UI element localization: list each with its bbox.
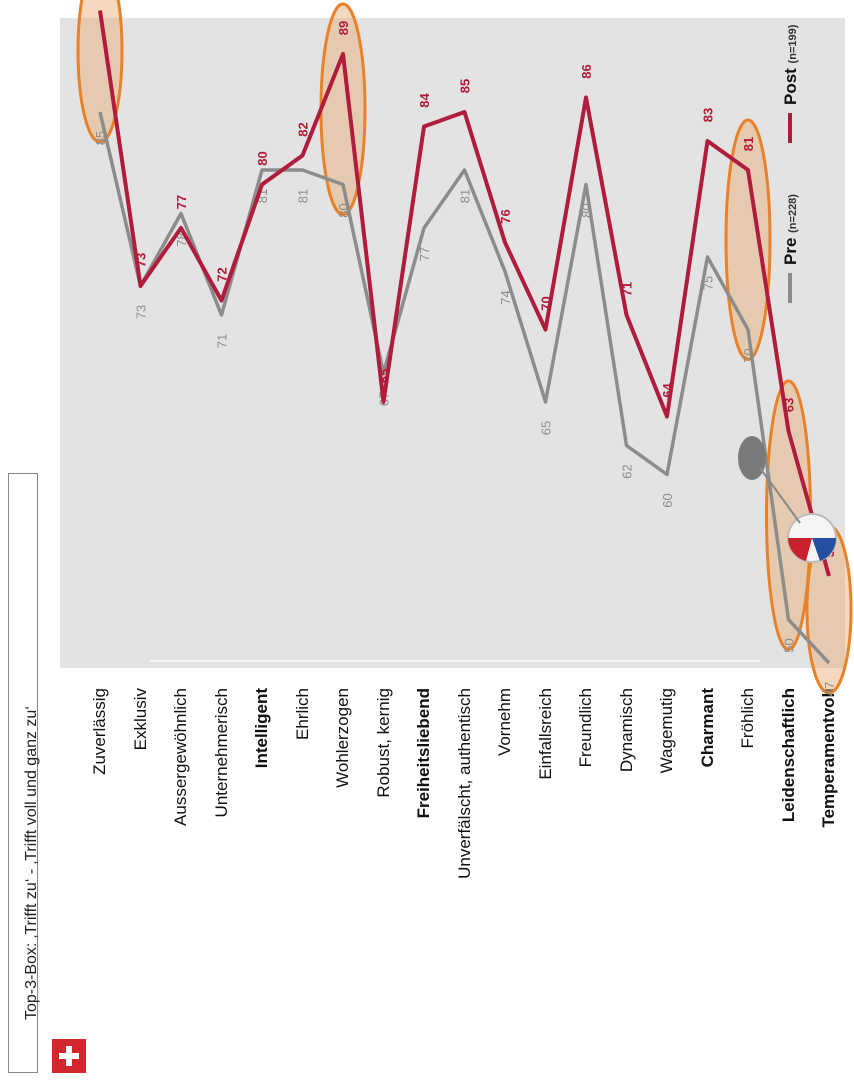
data-label-post: 85: [458, 79, 473, 93]
highlight-ellipse: [724, 118, 772, 361]
data-label-post: 72: [215, 267, 230, 281]
series-line-pre: [98, 111, 831, 665]
ball-icon-red: [788, 538, 812, 561]
data-label-pre: 47: [822, 682, 837, 696]
data-label-pre: 81: [296, 189, 311, 203]
data-label-pre: 71: [215, 334, 230, 348]
data-label-post: 71: [620, 282, 635, 296]
data-label-pre: 85: [93, 131, 108, 145]
ball-icon-blue: [812, 538, 837, 561]
data-label-post: 64: [660, 383, 675, 398]
data-label-pre: 62: [620, 464, 635, 478]
data-label-post: 77: [174, 195, 189, 209]
data-label-pre: 80: [336, 203, 351, 217]
series-line-post: [98, 10, 831, 577]
data-label-pre: 81: [458, 189, 473, 203]
data-label-post: 80: [255, 151, 270, 165]
legend-label-post: Post (n=199): [781, 24, 800, 105]
disc-stem: [759, 467, 801, 524]
data-label-post: 70: [539, 296, 554, 310]
data-label-pre: 70: [741, 348, 756, 362]
data-label-pre: 50: [782, 638, 797, 652]
data-label-pre: 65: [539, 421, 554, 435]
data-label-post: 63: [782, 398, 797, 412]
legend-n-pre: (n=228): [787, 194, 799, 233]
data-label-post: 81: [741, 137, 756, 151]
disc-icon: [738, 436, 766, 480]
data-label-post: 65: [377, 369, 392, 383]
legend-label-pre: Pre (n=228): [781, 194, 800, 265]
data-label-post: 84: [417, 93, 432, 108]
data-label-pre: 80: [579, 203, 594, 217]
data-label-pre: 73: [134, 305, 149, 319]
legend-n-post: (n=199): [787, 24, 799, 63]
data-label-pre: 75: [701, 276, 716, 290]
data-label-pre: 74: [498, 290, 513, 304]
data-label-post: 76: [498, 209, 513, 223]
data-label-post: 89: [336, 21, 351, 35]
data-label-post: 82: [296, 122, 311, 136]
data-label-post: 73: [134, 253, 149, 267]
data-label-post: 83: [701, 108, 716, 122]
data-label-pre: 60: [660, 493, 675, 507]
data-label-post: 86: [579, 64, 594, 78]
data-label-pre: 77: [417, 247, 432, 261]
